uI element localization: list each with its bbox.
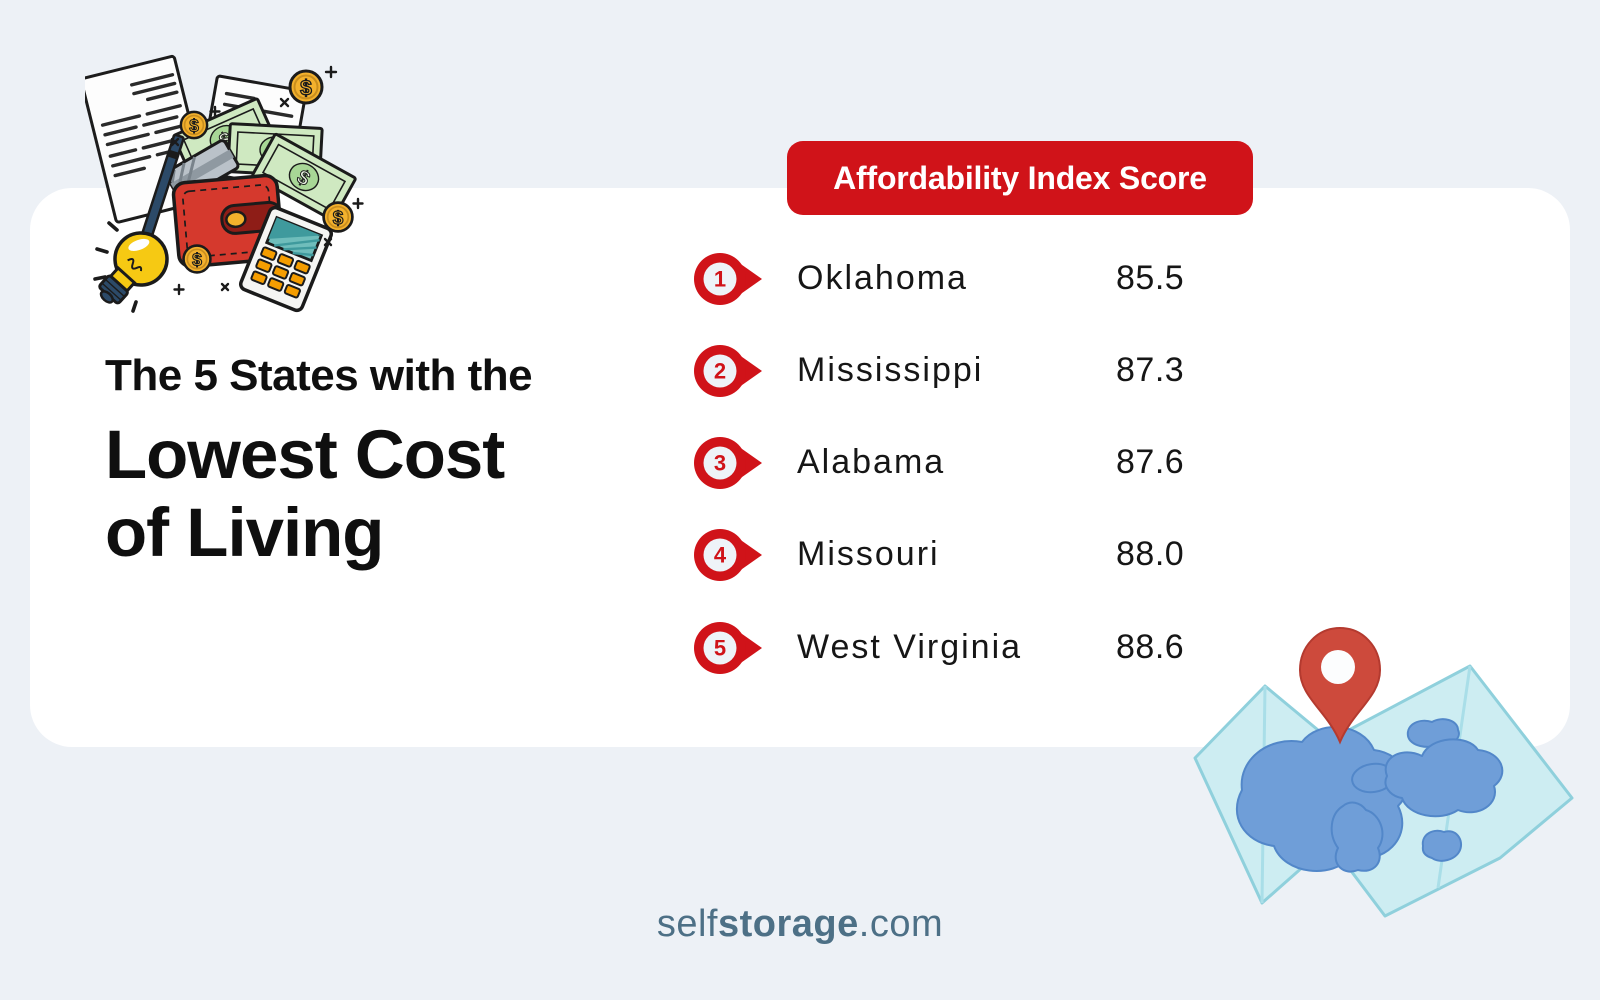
sparkles-icon (170, 65, 364, 296)
title-line3: of Living (105, 494, 384, 571)
brand-suffix: .com (858, 903, 944, 945)
state-name: Alabama (797, 443, 946, 481)
rank-number: 4 (714, 542, 727, 567)
map-water-blobs (1236, 718, 1504, 873)
affordability-index-badge: Affordability Index Score (787, 141, 1253, 215)
state-score: 85.5 (1116, 259, 1185, 297)
ranking-row: 3 Alabama 87.6 (693, 416, 1253, 509)
rank-number: 1 (714, 266, 726, 291)
state-name: Oklahoma (797, 259, 968, 297)
rank-pin-icon: 2 (694, 344, 762, 397)
money-illustration-icon: $ $ (85, 54, 364, 313)
page-title: The 5 States with the Lowest Cost of Liv… (105, 350, 533, 572)
rank-pin-icon: 3 (694, 436, 762, 489)
location-pin-icon (1298, 626, 1382, 745)
rank-pin-icon: 5 (694, 621, 762, 674)
ranking-row: 2 Mississippi 87.3 (693, 324, 1253, 417)
title-line1: The 5 States with the (105, 351, 533, 400)
rank-number: 3 (714, 450, 726, 475)
rank-number: 5 (714, 635, 726, 660)
title-line2: Lowest Cost (105, 416, 505, 493)
ranking-row: 1 Oklahoma 85.5 (693, 232, 1253, 325)
state-score: 88.6 (1116, 628, 1185, 666)
brand-bold: storage (718, 903, 859, 945)
rank-number: 2 (714, 358, 726, 383)
state-score: 87.3 (1116, 351, 1185, 389)
state-name: Missouri (797, 535, 940, 573)
rank-pin-icon: 1 (694, 252, 762, 305)
map-illustration-icon (1193, 626, 1574, 918)
lightbulb-icon (98, 231, 169, 305)
state-score: 88.0 (1116, 535, 1185, 573)
state-score: 87.6 (1116, 443, 1185, 481)
state-name: Mississippi (797, 351, 984, 389)
ranking-row: 4 Missouri 88.0 (693, 508, 1253, 601)
brand-prefix: self (656, 903, 718, 945)
calculator-icon (238, 205, 334, 313)
brand-logo: selfstorage.com (0, 903, 1600, 946)
rank-pin-icon: 4 (694, 528, 762, 581)
ranking-row: 5 West Virginia 88.6 (693, 601, 1253, 694)
state-name: West Virginia (797, 628, 1023, 666)
